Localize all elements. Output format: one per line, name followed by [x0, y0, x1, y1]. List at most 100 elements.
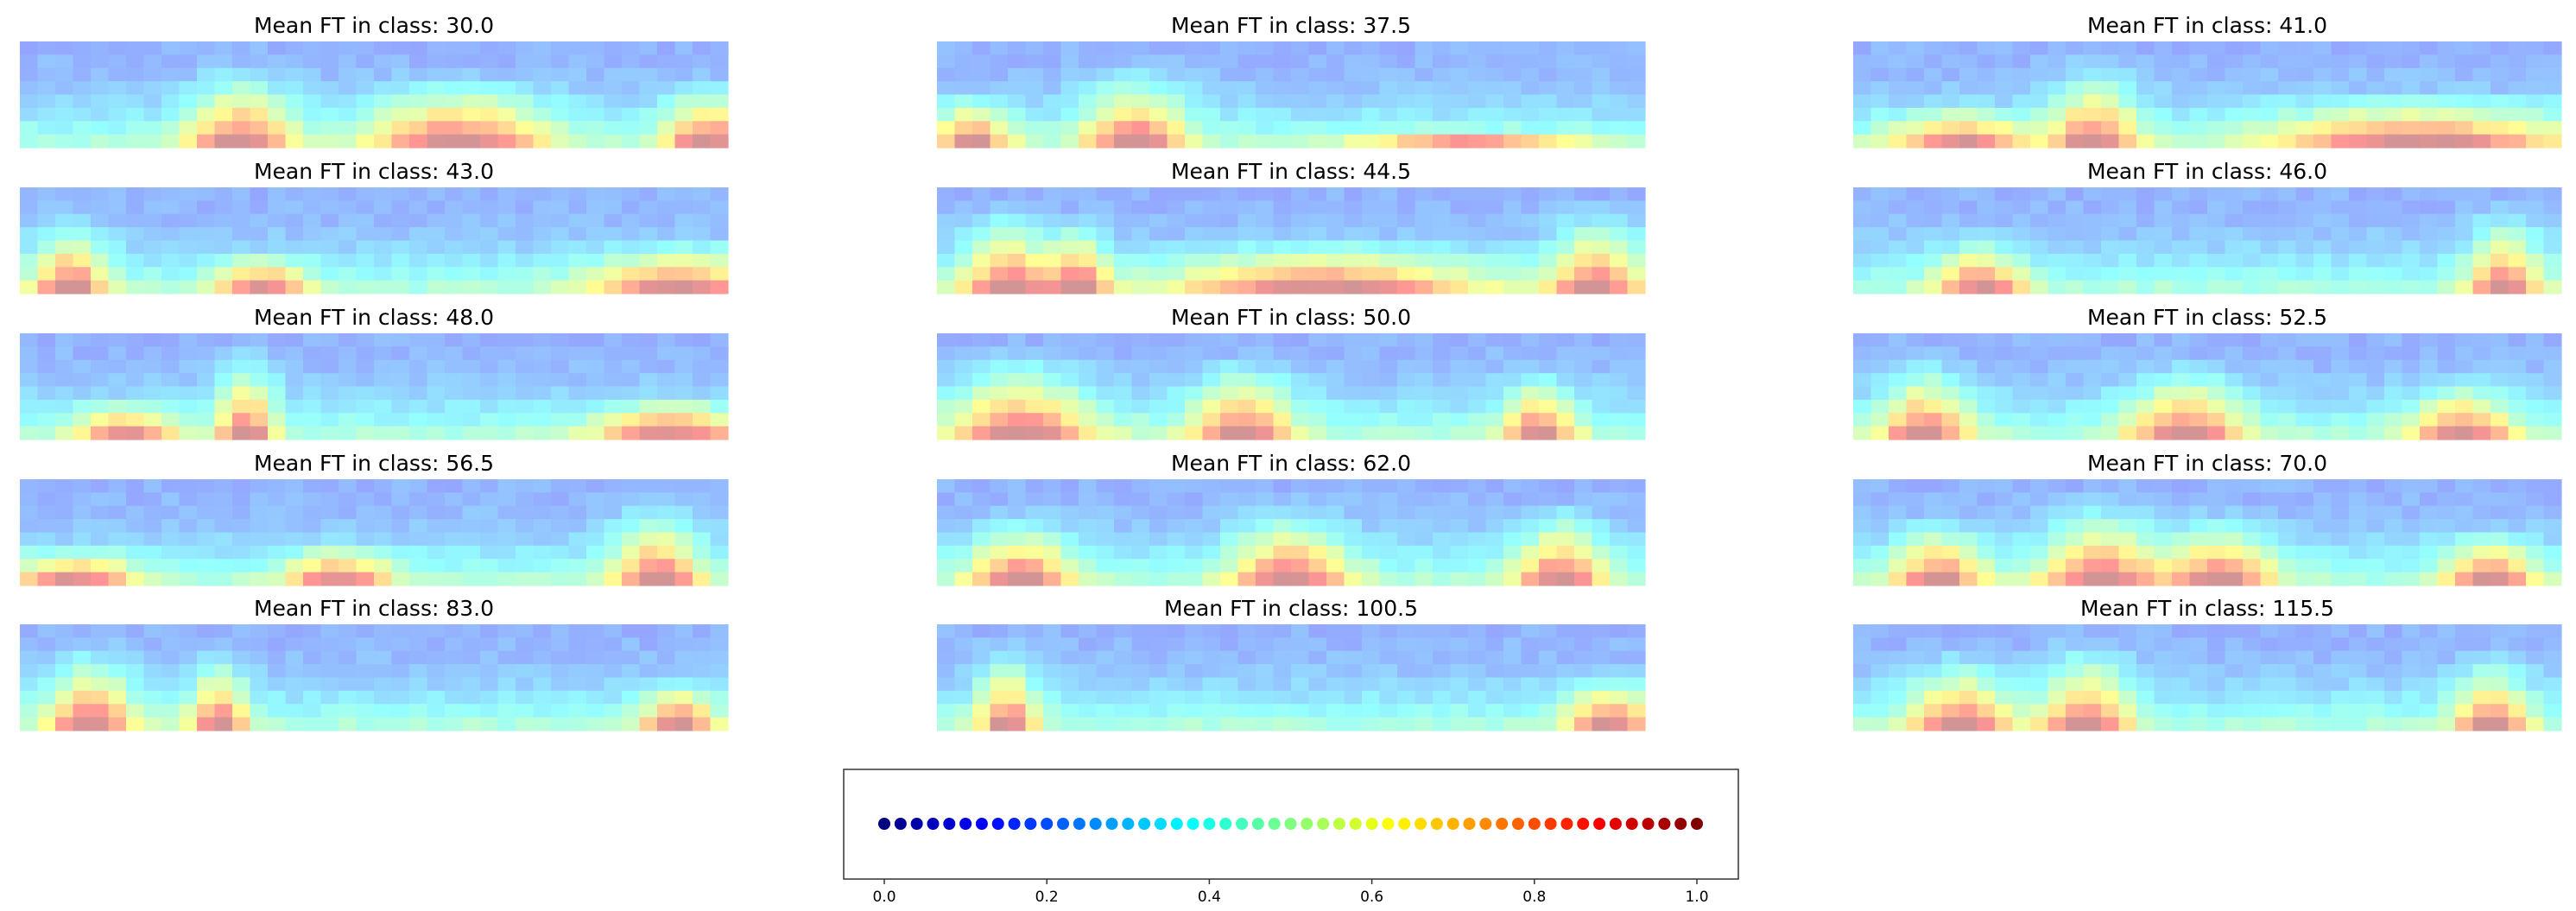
heatmap-cell: [73, 187, 92, 201]
colorbar-points: [878, 818, 1703, 830]
heatmap-cell: [1521, 664, 1540, 679]
heatmap-cell: [2136, 690, 2155, 705]
heatmap-cell: [1485, 187, 1504, 201]
heatmap-cell: [2349, 479, 2368, 493]
heatmap-cell: [1397, 717, 1416, 731]
heatmap-cell: [639, 677, 658, 692]
heatmap-cell: [604, 253, 623, 268]
heatmap-cell: [1256, 81, 1275, 96]
heatmap-cell: [586, 704, 605, 718]
heatmap-cell: [285, 373, 304, 388]
heatmap-cell: [2455, 650, 2474, 665]
heatmap-cell: [2420, 107, 2439, 122]
heatmap-cell: [108, 134, 127, 149]
heatmap-cell: [1433, 187, 1452, 201]
heatmap-cell: [568, 107, 587, 122]
heatmap-cell: [250, 637, 269, 652]
heatmap-cell: [954, 121, 973, 136]
heatmap-cell: [604, 67, 623, 82]
heatmap-cell: [1220, 200, 1239, 215]
heatmap-cell: [1079, 559, 1098, 573]
heatmap-cell: [1256, 267, 1275, 282]
heatmap-cell: [1326, 94, 1345, 109]
heatmap-cell: [1977, 545, 1996, 560]
colorbar-point: [1187, 818, 1199, 830]
heatmap-cell: [445, 227, 464, 242]
heatmap-cell: [2420, 399, 2439, 414]
heatmap-cell: [320, 637, 339, 652]
heatmap-cell: [497, 532, 516, 547]
heatmap-cell: [2455, 54, 2474, 69]
heatmap-cell: [2331, 333, 2350, 347]
colorbar-point: [1268, 818, 1281, 830]
heatmap-cell: [2083, 41, 2102, 55]
heatmap-cell: [268, 373, 287, 388]
heatmap-cell: [1610, 479, 1629, 493]
heatmap-cell: [1941, 134, 1960, 149]
heatmap-cell: [2491, 559, 2510, 573]
heatmap-cell: [143, 267, 162, 282]
heatmap-cell: [2118, 426, 2137, 440]
heatmap-cell: [1433, 373, 1452, 388]
heatmap-cell: [2189, 200, 2208, 215]
heatmap-cell: [2543, 240, 2562, 255]
heatmap-cell: [657, 81, 676, 96]
heatmap-cell: [937, 386, 956, 401]
heatmap-cell: [2066, 413, 2085, 427]
heatmap-cell: [303, 664, 322, 679]
heatmap-cell: [1131, 280, 1150, 294]
heatmap-cell: [1291, 227, 1310, 242]
heatmap-cell: [374, 572, 393, 586]
heatmap-cell: [1574, 519, 1593, 534]
heatmap-cell: [1592, 81, 1611, 96]
heatmap-cell: [1610, 399, 1629, 414]
heatmap-cell: [710, 41, 729, 55]
heatmap-cell: [2526, 479, 2545, 493]
heatmap-cell: [214, 67, 233, 82]
heatmap-cell: [990, 624, 1009, 638]
heatmap-cell: [516, 717, 535, 731]
heatmap-cell: [2349, 386, 2368, 401]
heatmap-cell: [1959, 107, 1978, 122]
heatmap-cell: [73, 426, 92, 440]
heatmap-cell: [1853, 386, 1872, 401]
heatmap-cell: [1167, 107, 1186, 122]
heatmap-cell: [1397, 532, 1416, 547]
heatmap-cell: [1202, 386, 1221, 401]
heatmap-cell: [2101, 650, 2120, 665]
heatmap-cell: [1291, 107, 1310, 122]
colorbar-point: [878, 818, 890, 830]
heatmap-cell: [1906, 67, 1925, 82]
heatmap-cell: [179, 559, 198, 573]
heatmap-cell: [91, 373, 110, 388]
heatmap-cell: [516, 41, 535, 55]
heatmap-cell: [551, 267, 570, 282]
heatmap-cell: [20, 359, 39, 374]
heatmap-cell: [1503, 717, 1522, 731]
heatmap-cell: [2543, 94, 2562, 109]
heatmap-cell: [91, 479, 110, 493]
heatmap-cell: [374, 650, 393, 665]
heatmap-cell: [1096, 399, 1115, 414]
heatmap-cell: [356, 426, 375, 440]
heatmap-cell: [2331, 213, 2350, 228]
heatmap-cell: [320, 677, 339, 692]
heatmap-cell: [2278, 559, 2297, 573]
heatmap-cell: [604, 704, 623, 718]
heatmap-cell: [2172, 426, 2191, 440]
heatmap-cell: [693, 413, 712, 427]
heatmap-cell: [356, 559, 375, 573]
heatmap-cell: [497, 187, 516, 201]
heatmap-cell: [990, 690, 1009, 705]
heatmap-cell: [2048, 637, 2066, 652]
heatmap-cell: [2207, 650, 2226, 665]
heatmap-cell: [2420, 479, 2439, 493]
heatmap-cell: [1959, 213, 1978, 228]
heatmap-cell: [2207, 200, 2226, 215]
colorbar-point: [1203, 818, 1216, 830]
heatmap-cell: [1415, 41, 1434, 55]
heatmap-cell: [1592, 333, 1611, 347]
heatmap-cell: [1941, 267, 1960, 282]
heatmap-cell: [73, 690, 92, 705]
heatmap-cell: [1610, 505, 1629, 520]
